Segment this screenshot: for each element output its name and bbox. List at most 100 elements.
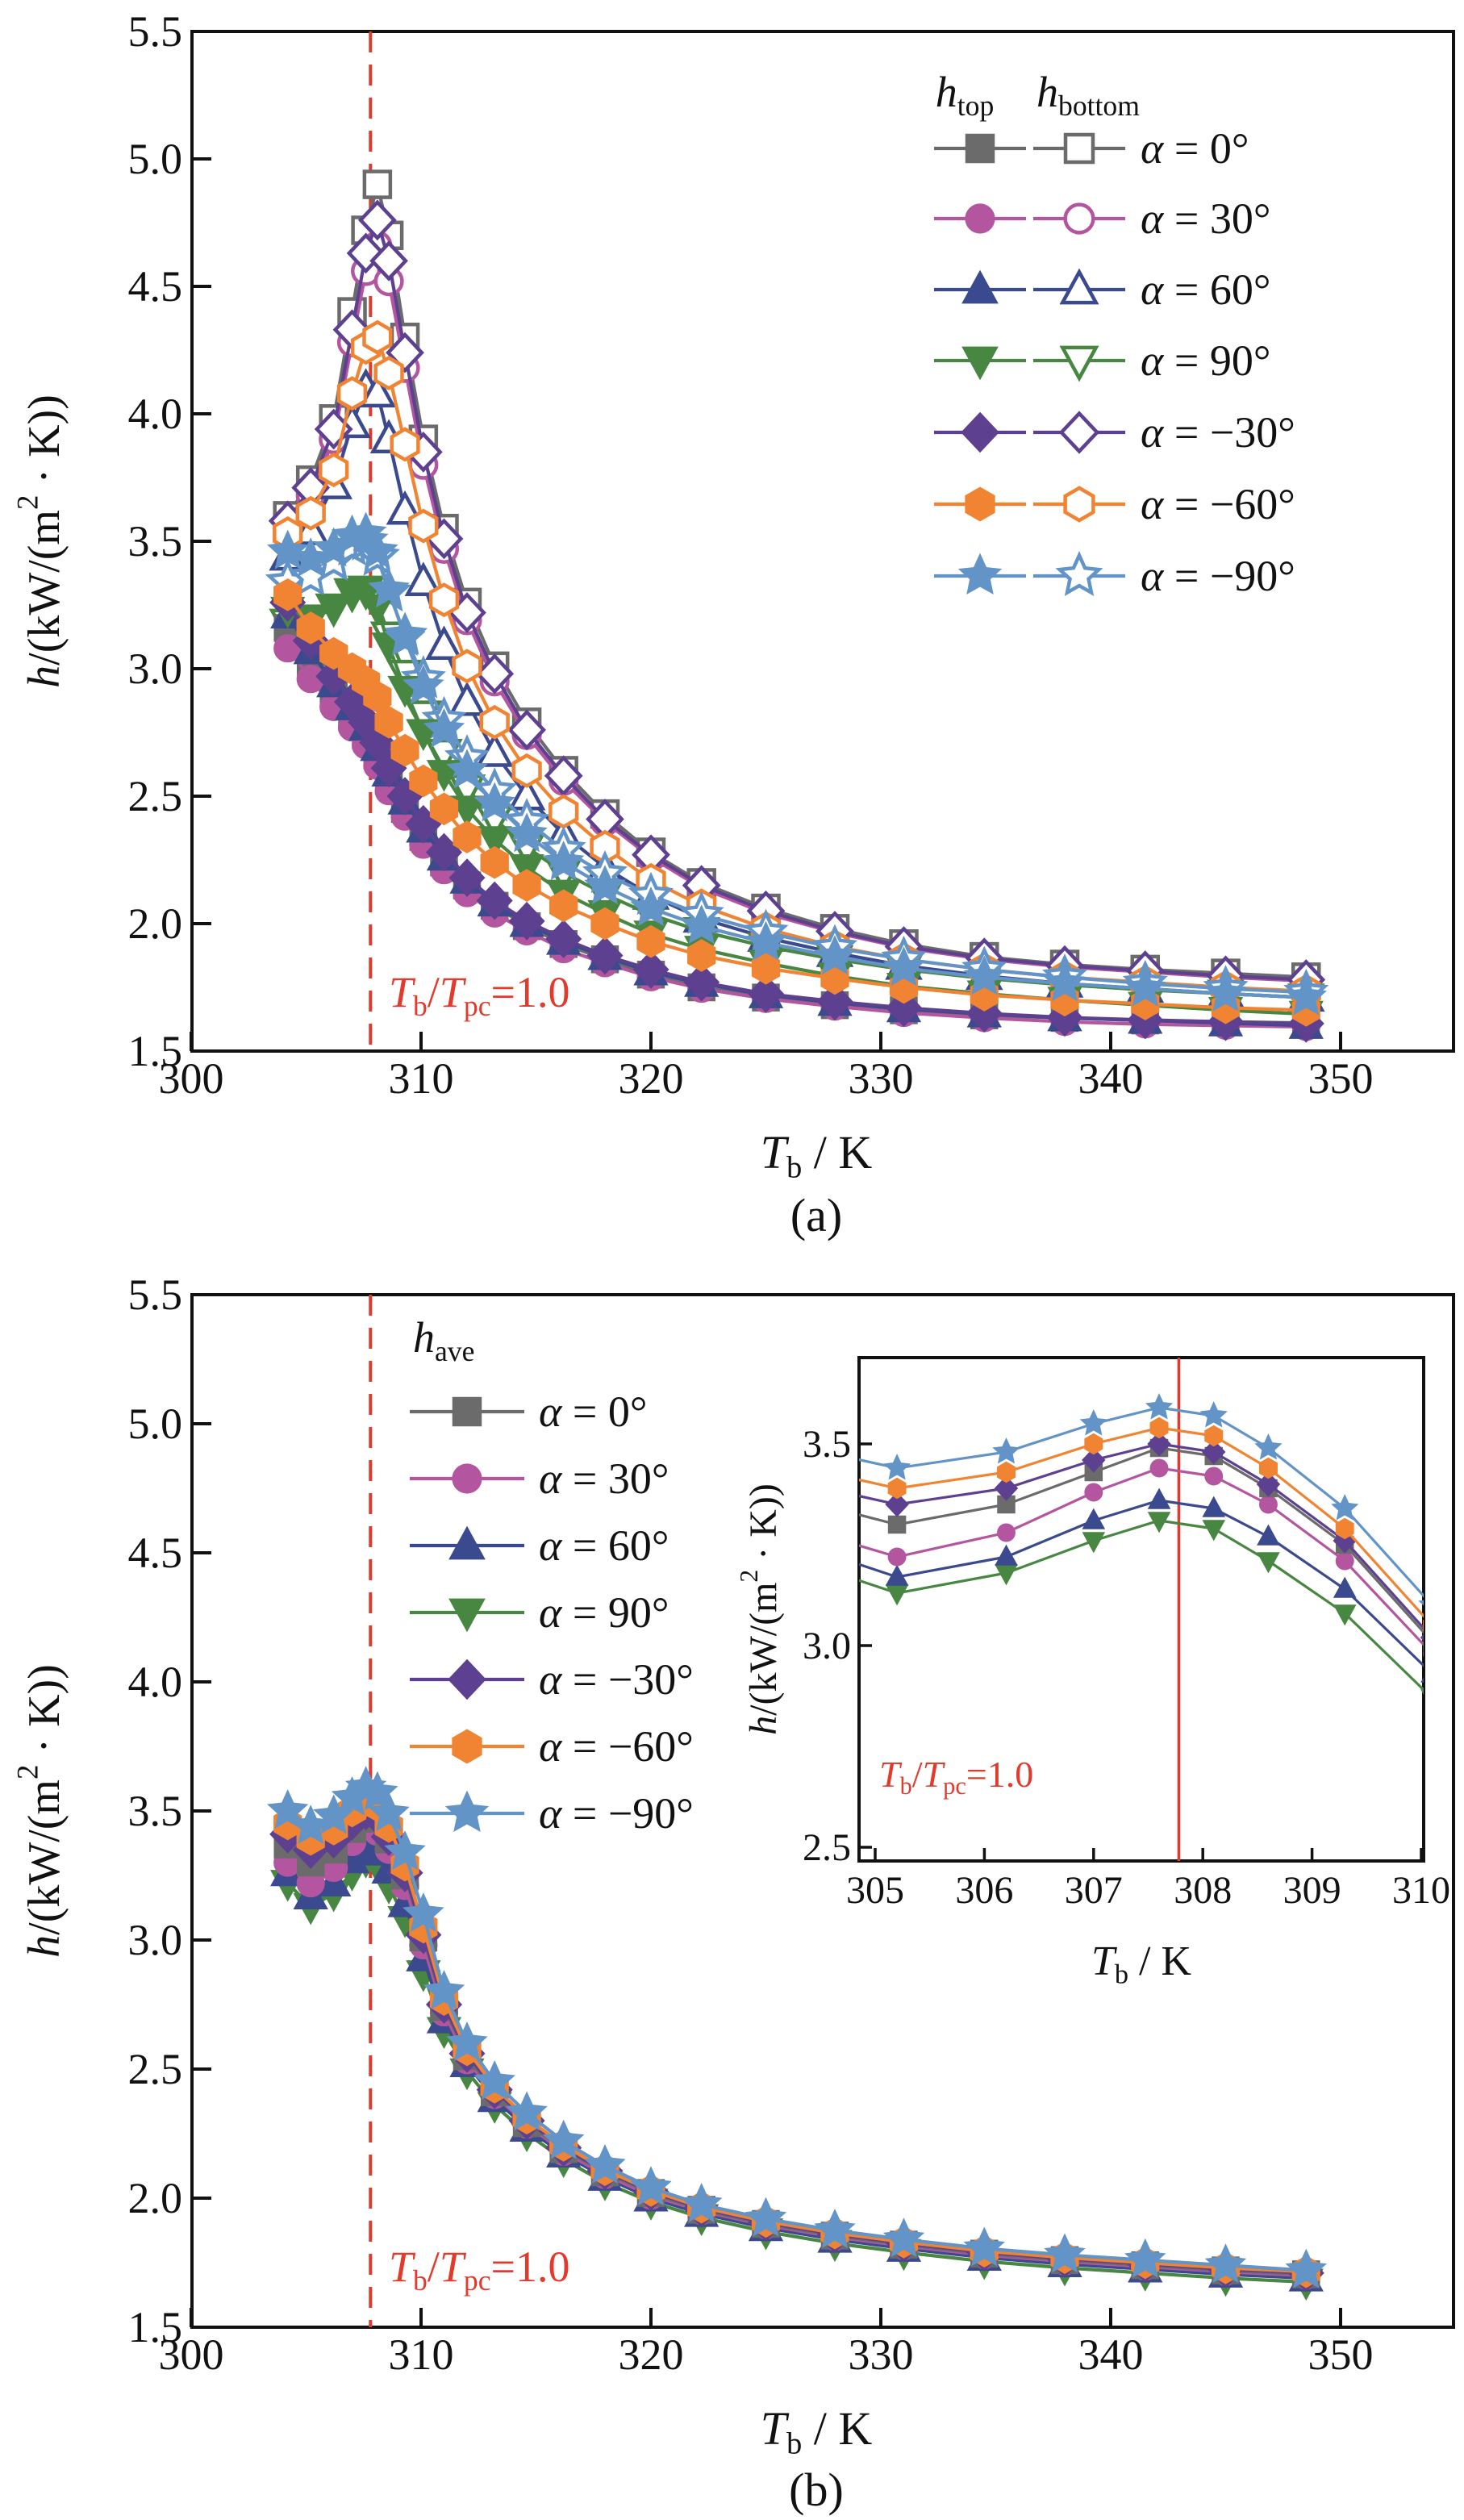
inset-xtick-label: 306 bbox=[955, 1869, 1013, 1912]
marker-star-filled bbox=[1079, 1408, 1107, 1436]
marker-triangle-up-filled bbox=[995, 1544, 1018, 1566]
legend-b-row-90°: α = 90° bbox=[410, 1588, 669, 1637]
marker-triangle-down-filled bbox=[1147, 1512, 1171, 1533]
series-b-4 bbox=[269, 1792, 1324, 2293]
panel-a-ytick-label: 5.5 bbox=[128, 7, 183, 56]
marker-star-filled bbox=[963, 955, 1005, 995]
marker-hexagon-filled bbox=[363, 680, 392, 714]
inset-frame bbox=[857, 1356, 1425, 1863]
panel-a: 300 310 320 330 340 350 1.5 2.0 2.5 3.0 3.5 4.0 4.5 5… bbox=[10, 7, 1455, 1241]
panel-b-ytick-label: 3.0 bbox=[128, 1916, 183, 1964]
legend-marker-filled bbox=[452, 1396, 482, 1427]
legend-a-row-−30°: α = −30° bbox=[934, 408, 1295, 457]
series-a-6-top bbox=[267, 511, 1327, 1016]
marker-hexagon-filled bbox=[296, 611, 325, 645]
marker-hexagon-filled bbox=[549, 889, 578, 923]
legend-marker-open bbox=[1063, 486, 1095, 523]
marker-hexagon-filled bbox=[273, 578, 302, 611]
legend-b-label: α = −30° bbox=[539, 1655, 694, 1704]
marker-triangle-up-filled bbox=[1147, 1487, 1171, 1509]
marker-star-filled bbox=[506, 2091, 548, 2131]
panel-b-ytick-label: 4.5 bbox=[128, 1529, 183, 1577]
panel-a-ytick-label: 5.0 bbox=[128, 135, 183, 183]
legend-b-row-30°: α = 30° bbox=[410, 1454, 669, 1503]
marker-triangle-down-filled bbox=[360, 594, 395, 627]
legend-marker-filled bbox=[957, 553, 1003, 595]
legend-b-label: α = 0° bbox=[539, 1387, 647, 1436]
legend-b: have α = 0° α = 30° α = 60° α = 90° α = −30° α… bbox=[410, 1313, 694, 1838]
marker-star-filled bbox=[506, 812, 548, 853]
marker-hexagon-filled bbox=[1084, 1433, 1103, 1455]
marker-diamond-filled bbox=[448, 858, 486, 898]
marker-circle-filled bbox=[1149, 1458, 1169, 1478]
marker-triangle-up-filled bbox=[1333, 1576, 1357, 1598]
panel-a-ytick-label: 3.0 bbox=[128, 645, 183, 693]
legend-marker-open bbox=[1055, 551, 1103, 597]
marker-hexagon-filled bbox=[1335, 1517, 1354, 1540]
panel-b-ytick-label: 2.0 bbox=[128, 2174, 183, 2222]
marker-triangle-up-filled bbox=[1202, 1496, 1226, 1517]
legend-a-label: α = 0° bbox=[1141, 124, 1249, 173]
panel-b-xtick-label: 320 bbox=[619, 2330, 684, 2379]
marker-hexagon-filled bbox=[687, 939, 716, 972]
marker-hexagon-filled bbox=[590, 907, 619, 941]
inset-ytick-label: 2.5 bbox=[803, 1826, 851, 1869]
marker-diamond-filled bbox=[885, 1492, 909, 1517]
marker-diamond-filled bbox=[683, 962, 720, 1002]
marker-square-filled bbox=[1423, 1632, 1424, 1651]
marker-star-filled bbox=[630, 886, 672, 926]
panel-a-xtick-label: 350 bbox=[1308, 1054, 1374, 1103]
inset-series-5 bbox=[859, 1416, 1424, 1632]
marker-triangle-up-filled bbox=[885, 1564, 909, 1586]
panel-b-xtick-label: 350 bbox=[1308, 2330, 1374, 2379]
legend-a-row-60°: α = 60° bbox=[934, 265, 1270, 314]
panel-b-ytick-label: 1.5 bbox=[128, 2303, 183, 2351]
panel-b-ytick-label: 3.5 bbox=[128, 1787, 183, 1835]
marker-star-filled bbox=[745, 2197, 787, 2237]
marker-circle-filled bbox=[997, 1523, 1016, 1542]
legend-b-label: α = −60° bbox=[539, 1722, 694, 1771]
marker-star-filled bbox=[1124, 2238, 1166, 2278]
legend-b-label: α = 30° bbox=[539, 1454, 669, 1503]
marker-triangle-up-open bbox=[404, 561, 443, 597]
legend-marker-filled bbox=[452, 1463, 482, 1494]
marker-diamond-open bbox=[357, 199, 397, 241]
marker-diamond-filled bbox=[1256, 1471, 1281, 1497]
marker-triangle-up-filled bbox=[1082, 1508, 1106, 1529]
marker-diamond-filled bbox=[1202, 1439, 1226, 1465]
series-b-6 bbox=[267, 1766, 1327, 2288]
marker-star-filled bbox=[1044, 2233, 1086, 2273]
inset-xtick-label: 309 bbox=[1283, 1869, 1341, 1912]
marker-triangle-down-filled bbox=[1082, 1532, 1106, 1554]
marker-star-filled bbox=[543, 841, 585, 881]
marker-triangle-down-filled bbox=[1202, 1520, 1226, 1542]
panel-b-ytick-label: 5.0 bbox=[128, 1400, 183, 1448]
marker-star-filled bbox=[882, 1453, 911, 1480]
panel-a-ytick-label: 2.0 bbox=[128, 899, 183, 948]
marker-star-filled bbox=[1204, 971, 1247, 1012]
inset-xtick-label: 305 bbox=[846, 1869, 904, 1912]
panel-b-xtick-label: 300 bbox=[159, 2330, 224, 2379]
legend-b-header-have: have bbox=[413, 1313, 474, 1367]
panel-a-ytick-label: 4.5 bbox=[128, 262, 183, 311]
marker-diamond-filled bbox=[586, 936, 624, 975]
marker-star-filled bbox=[423, 707, 465, 748]
panel-b-ytick-label: 2.5 bbox=[128, 2045, 183, 2093]
marker-star-filled bbox=[814, 935, 856, 974]
marker-diamond-filled bbox=[545, 920, 582, 958]
panel-b-xtick-label: 310 bbox=[389, 2330, 454, 2379]
marker-diamond-filled bbox=[1147, 1431, 1171, 1457]
panel-b-xtick-label: 330 bbox=[849, 2330, 914, 2379]
marker-hexagon-filled bbox=[1204, 1425, 1224, 1447]
panel-b-xtick-label: 340 bbox=[1078, 2330, 1144, 2379]
marker-hexagon-filled bbox=[997, 1461, 1016, 1483]
marker-hexagon-filled bbox=[453, 820, 482, 853]
marker-star-filled bbox=[1199, 1400, 1228, 1428]
series-a-3-top bbox=[270, 578, 1324, 1033]
marker-circle-filled bbox=[1084, 1483, 1103, 1502]
marker-star-filled bbox=[267, 1788, 309, 1829]
legend-marker-filled bbox=[965, 133, 995, 164]
legend-b-row-−60°: α = −60° bbox=[410, 1722, 694, 1771]
marker-hexagon-open bbox=[548, 794, 579, 829]
